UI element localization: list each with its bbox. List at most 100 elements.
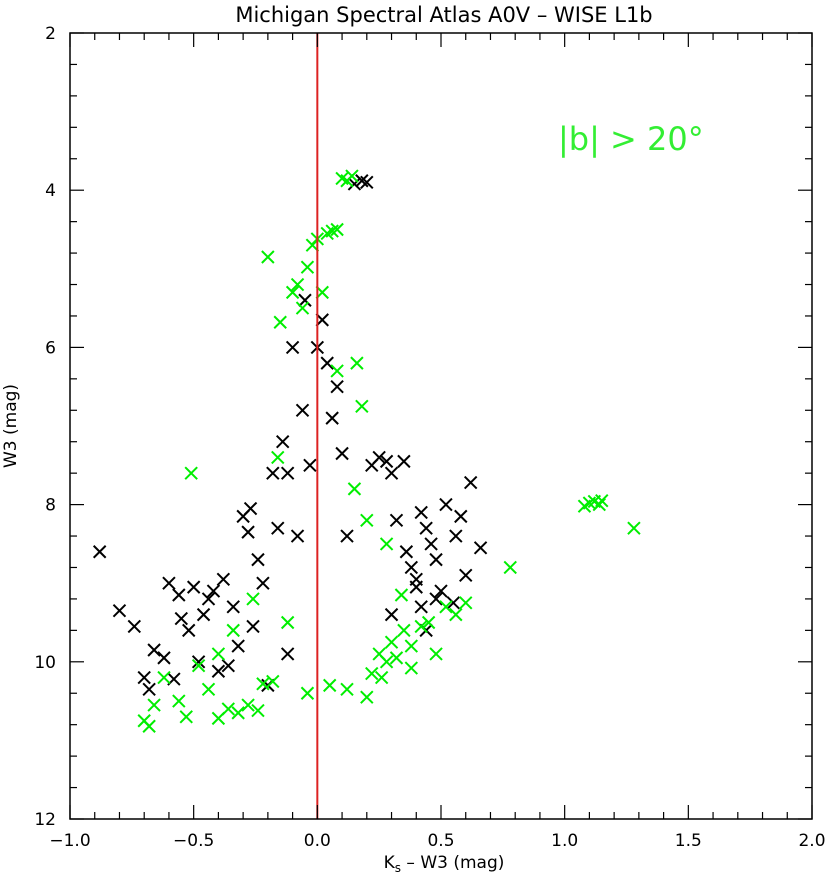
- series-1-point-12: [241, 698, 255, 712]
- series-0-point-13: [206, 584, 221, 598]
- series-0-point-20: [251, 552, 265, 567]
- series-1-point-43: [429, 647, 443, 661]
- y-tick-label: 10: [34, 653, 56, 673]
- series-1-point-41: [414, 619, 428, 634]
- series-0-point-49: [414, 600, 428, 614]
- series-0-point-44: [384, 466, 399, 480]
- series-1-point-20: [295, 301, 310, 315]
- series-0-point-12: [201, 592, 216, 606]
- x-tick-label: 1.0: [551, 831, 578, 851]
- series-1-point-60: [379, 537, 394, 551]
- series-0-point-56: [454, 509, 468, 524]
- series-0-point-52: [429, 552, 443, 567]
- series-1-point-47: [503, 560, 517, 575]
- y-axis-label: W3 (mag): [1, 384, 21, 468]
- series-0-point-19: [243, 501, 258, 516]
- series-1-point-67: [271, 450, 285, 465]
- series-0-point-60: [162, 576, 176, 590]
- series-0-point-65: [399, 545, 414, 559]
- series-1-point-34: [365, 666, 379, 681]
- series-0-point-11: [191, 655, 206, 669]
- series-0-point-50: [419, 521, 433, 535]
- series-1-point-46: [459, 596, 473, 610]
- x-tick-label: −0.5: [173, 831, 214, 851]
- y-tick-label: 4: [45, 181, 56, 201]
- series-0-point-69: [384, 607, 399, 622]
- y-tick-label: 2: [45, 24, 56, 44]
- series-0-point-23: [266, 466, 280, 480]
- x-tick-label: 1.5: [675, 831, 702, 851]
- series-0-point-71: [414, 505, 428, 520]
- series-0-point-21: [256, 576, 270, 590]
- series-0-point-46: [397, 454, 411, 469]
- series-0-point-66: [409, 572, 423, 586]
- series-1-point-45: [449, 607, 463, 622]
- series-0-point-33: [320, 356, 334, 370]
- series-0-point-63: [231, 639, 245, 653]
- series-0-point-40: [360, 175, 374, 190]
- series-0-point-5: [147, 643, 161, 657]
- series-0-point-3: [137, 670, 151, 685]
- series-1-point-5: [179, 710, 193, 724]
- x-tick-label: 0.5: [427, 831, 454, 851]
- chart-title: Michigan Spectral Atlas A0V – WISE L1b: [235, 3, 652, 27]
- series-0-point-24: [271, 521, 285, 535]
- series-1-point-38: [389, 651, 404, 665]
- series-0-point-47: [404, 560, 419, 575]
- series-0-point-26: [280, 466, 295, 480]
- series-1-point-30: [345, 169, 359, 183]
- series-1-point-14: [261, 250, 275, 264]
- series-0-point-8: [174, 611, 189, 626]
- series-1-point-36: [379, 655, 394, 669]
- series-0-point-25: [275, 435, 290, 449]
- series-1-point-19: [290, 277, 305, 292]
- series-1-point-51: [592, 497, 607, 512]
- series-0-point-0: [92, 545, 107, 559]
- x-tick-label: 0.0: [304, 831, 331, 851]
- series-0-point-73: [241, 525, 255, 539]
- series-1-point-66: [347, 482, 362, 496]
- series-0-point-16: [221, 659, 236, 673]
- x-axis-label-rest: – W3 (mag): [401, 853, 504, 873]
- series-1-point-44: [439, 600, 453, 614]
- x-tick-label: 2.0: [798, 831, 825, 851]
- series-1-point-59: [256, 677, 270, 691]
- series-1-point-65: [394, 588, 409, 602]
- series-1-point-1: [142, 719, 156, 733]
- series-1-point-32: [355, 399, 369, 414]
- series-1-point-13: [251, 703, 265, 718]
- series-0-point-35: [330, 379, 344, 394]
- series-1-point-11: [231, 706, 245, 720]
- series-1-point-17: [280, 615, 295, 630]
- series-1-point-15: [266, 674, 280, 689]
- series-0-point-37: [340, 529, 354, 543]
- series-0-point-28: [290, 529, 305, 543]
- series-0-point-4: [142, 682, 156, 697]
- series-0-point-58: [463, 475, 478, 490]
- series-1-point-37: [384, 635, 399, 649]
- series-0-point-51: [424, 537, 438, 551]
- series-0-point-17: [226, 600, 240, 614]
- series-0-point-42: [372, 450, 386, 465]
- series-0-point-10: [186, 580, 201, 594]
- series-1-point-16: [273, 315, 287, 329]
- series-1-point-6: [184, 466, 198, 480]
- series-0-point-43: [379, 454, 394, 469]
- series-0-point-59: [473, 541, 488, 555]
- series-0-point-34: [325, 411, 339, 425]
- series-0-point-2: [127, 619, 142, 634]
- series-1-point-2: [147, 698, 161, 712]
- series-1-point-61: [360, 513, 374, 528]
- series-1-point-52: [595, 493, 609, 508]
- x-axis-label: Ks – W3 (mag): [384, 853, 505, 875]
- series-0-point-74: [295, 403, 310, 417]
- series-0-point-15: [216, 572, 231, 586]
- series-1-point-55: [374, 670, 389, 685]
- series-0-point-29: [298, 293, 312, 307]
- series-0-point-1: [112, 604, 127, 618]
- series-1-point-68: [330, 364, 344, 378]
- series-0-point-9: [182, 623, 196, 638]
- series-1-point-31: [350, 356, 364, 370]
- series-0-point-64: [246, 619, 260, 634]
